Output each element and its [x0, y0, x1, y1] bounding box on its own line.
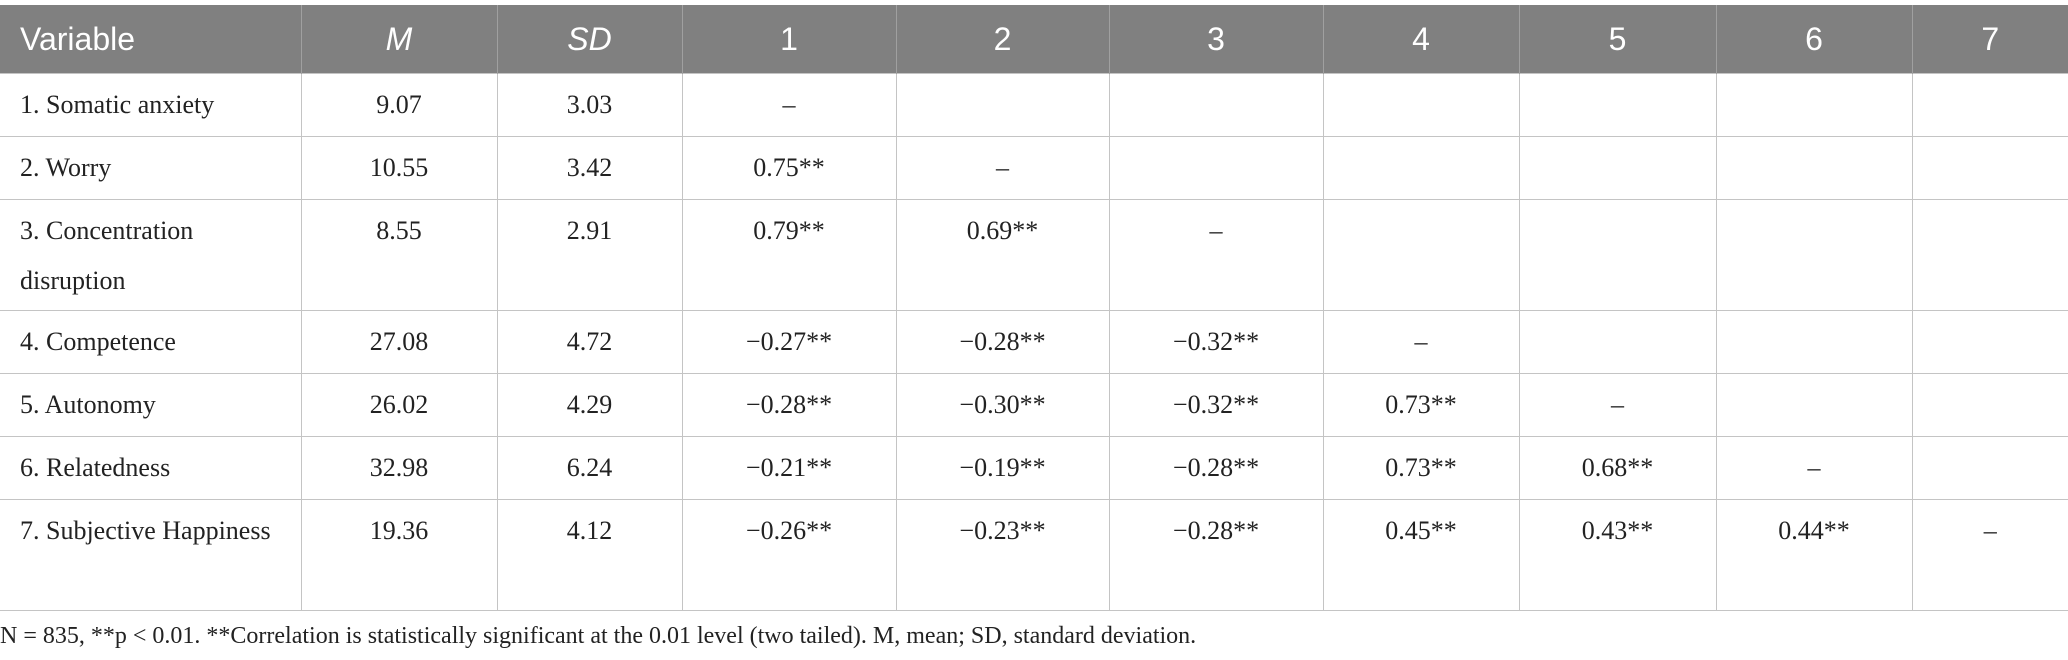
table-cell: [1911, 73, 2068, 137]
table-cell: −0.28**: [895, 310, 1110, 374]
table-cell: −0.23**: [895, 499, 1110, 611]
header-cell: 2: [895, 5, 1109, 74]
table-cell: [1911, 136, 2068, 200]
table-cell: −0.28**: [1108, 436, 1324, 500]
table-cell: −0.32**: [1108, 373, 1324, 437]
header-cell: 4: [1322, 5, 1519, 74]
table-row: 4. Competence 27.08 4.72 −0.27** −0.28** −0.3…: [0, 310, 2068, 374]
table-cell: −0.28**: [681, 373, 897, 437]
table-row: 1. Somatic anxiety 9.07 3.03–: [0, 73, 2068, 137]
correlation-table: Variable M SD 1 2 3 4 5 6 7 1. Somatic anxiety 9.0…: [0, 5, 2068, 611]
table-row: 6. Relatedness 32.98 6.24 −0.21** −0.19** −0.…: [0, 436, 2068, 500]
table-cell: 5. Autonomy: [0, 373, 302, 437]
table-cell: 0.69**: [895, 199, 1110, 311]
footnote: N = 835, **p < 0.01. **Correlation is st…: [0, 623, 1197, 649]
header-cell: SD: [496, 5, 682, 74]
table-cell: 27.08: [300, 310, 498, 374]
table-row: 3. Concentration disruption 8.55 2.91 0.79*…: [0, 199, 2068, 311]
table-cell: –: [1911, 499, 2068, 611]
table-cell: 0.68**: [1518, 436, 1717, 500]
table-cell: 4.12: [496, 499, 683, 611]
table-cell: [1911, 373, 2068, 437]
header-cell: M: [300, 5, 497, 74]
table-cell: −0.21**: [681, 436, 897, 500]
table-cell: −0.19**: [895, 436, 1110, 500]
table-cell: [1911, 436, 2068, 500]
table-cell: [1108, 73, 1324, 137]
table-cell: –: [1322, 310, 1520, 374]
table-cell: [1518, 199, 1717, 311]
table-cell: 7. Subjective Happiness: [0, 499, 302, 611]
table-cell: 4.29: [496, 373, 683, 437]
table-cell: [1108, 136, 1324, 200]
table-cell: [1911, 199, 2068, 311]
table-cell: –: [1715, 436, 1913, 500]
table-cell: 10.55: [300, 136, 498, 200]
header-cell: 1: [681, 5, 896, 74]
page: Variable M SD 1 2 3 4 5 6 7 1. Somatic anxiety 9.0…: [0, 5, 2068, 660]
table-cell: [895, 73, 1110, 137]
table-cell: 4. Competence: [0, 310, 302, 374]
header-cell: 3: [1108, 5, 1323, 74]
table-cell: 0.73**: [1322, 436, 1520, 500]
table-cell: −0.26**: [681, 499, 897, 611]
table-cell: 6. Relatedness: [0, 436, 302, 500]
table-cell: [1715, 136, 1913, 200]
table-cell: 0.79**: [681, 199, 897, 311]
table-cell: 1. Somatic anxiety: [0, 73, 302, 137]
table-cell: [1322, 136, 1520, 200]
table-cell: 6.24: [496, 436, 683, 500]
table-cell: [1518, 73, 1717, 137]
table-cell: [1322, 73, 1520, 137]
table-row: 2. Worry 10.55 3.42 0.75** –: [0, 136, 2068, 200]
table-cell: –: [895, 136, 1110, 200]
table-cell: 9.07: [300, 73, 498, 137]
table-cell: 32.98: [300, 436, 498, 500]
table-cell: −0.30**: [895, 373, 1110, 437]
table-cell: [1715, 373, 1913, 437]
table-cell: 0.75**: [681, 136, 897, 200]
table-cell: [1715, 199, 1913, 311]
table-cell: –: [1108, 199, 1324, 311]
table-row: 7. Subjective Happiness 19.36 4.12 −0.26** −…: [0, 499, 2068, 611]
header-cell: 5: [1518, 5, 1716, 74]
table-cell: −0.32**: [1108, 310, 1324, 374]
table-cell: 3.42: [496, 136, 683, 200]
table-cell: [1322, 199, 1520, 311]
table-cell: 26.02: [300, 373, 498, 437]
table-cell: 0.44**: [1715, 499, 1913, 611]
table-cell: 0.45**: [1322, 499, 1520, 611]
table-cell: 3.03: [496, 73, 683, 137]
table-cell: [1715, 73, 1913, 137]
table-cell: 0.43**: [1518, 499, 1717, 611]
table-cell: [1715, 310, 1913, 374]
header-row: Variable M SD 1 2 3 4 5 6 7: [0, 5, 2068, 74]
table-cell: [1518, 310, 1717, 374]
table-row: 5. Autonomy 26.02 4.29 −0.28** −0.30** −0.32*…: [0, 373, 2068, 437]
table-cell: –: [681, 73, 897, 137]
table-cell: 2. Worry: [0, 136, 302, 200]
header-cell: Variable: [0, 5, 301, 74]
table-cell: 0.73**: [1322, 373, 1520, 437]
table-cell: 19.36: [300, 499, 498, 611]
table-body: 1. Somatic anxiety 9.07 3.03–2. Worry 10.55…: [0, 73, 2068, 611]
header-cell: 6: [1715, 5, 1912, 74]
table-cell: [1518, 136, 1717, 200]
table-cell: −0.27**: [681, 310, 897, 374]
table-cell: 8.55: [300, 199, 498, 311]
table-cell: 4.72: [496, 310, 683, 374]
table-cell: 3. Concentration disruption: [0, 199, 302, 311]
table-cell: –: [1518, 373, 1717, 437]
header-cell: 7: [1911, 5, 2068, 74]
table-cell: −0.28**: [1108, 499, 1324, 611]
table-cell: [1911, 310, 2068, 374]
table-cell: 2.91: [496, 199, 683, 311]
